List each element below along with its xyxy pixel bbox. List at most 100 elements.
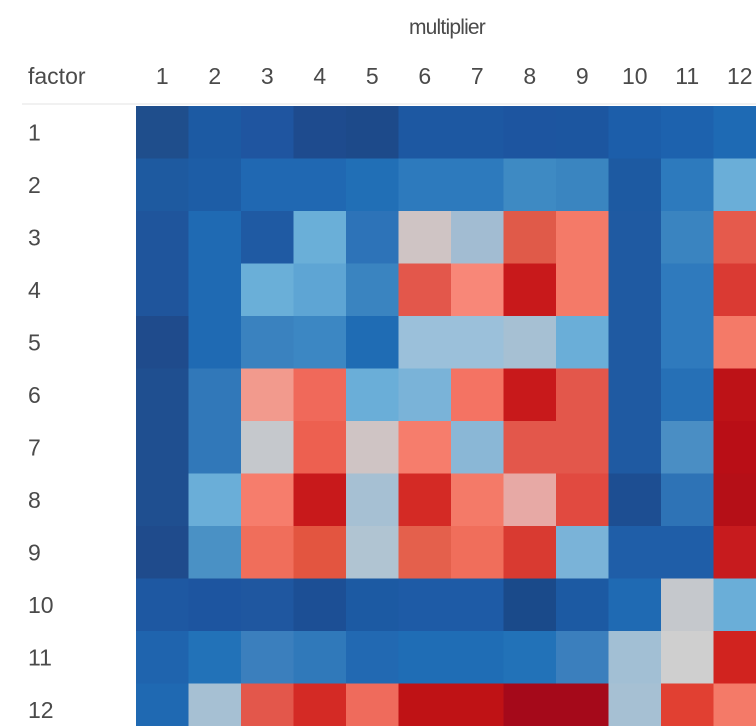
heatmap-cell xyxy=(713,368,756,422)
heatmap-cell xyxy=(188,368,242,422)
heatmap-cell xyxy=(293,526,347,580)
heatmap-cell xyxy=(503,158,557,212)
column-tick-label: 3 xyxy=(261,63,274,89)
heatmap-cell xyxy=(188,473,242,527)
heatmap-cell xyxy=(293,106,347,160)
heatmap-cell xyxy=(661,158,715,212)
heatmap-cell xyxy=(608,158,662,212)
heatmap-cell xyxy=(713,106,756,160)
heatmap-cell xyxy=(241,368,295,422)
heatmap-cell xyxy=(608,106,662,160)
heatmap-cell xyxy=(556,158,610,212)
heatmap-cell xyxy=(556,631,610,685)
column-tick-label: 12 xyxy=(727,63,753,89)
heatmap-cell xyxy=(188,631,242,685)
heatmap-cell xyxy=(241,263,295,317)
heatmap-cell xyxy=(346,263,400,317)
heatmap-cell xyxy=(136,263,190,317)
heatmap-cell xyxy=(136,526,190,580)
heatmap-cell xyxy=(451,368,505,422)
heatmap-cell xyxy=(241,526,295,580)
heatmap-cell xyxy=(293,211,347,265)
heatmap-cell xyxy=(713,526,756,580)
row-axis-title: factor xyxy=(28,63,86,89)
heatmap-cell xyxy=(713,578,756,632)
heatmap-cell xyxy=(608,578,662,632)
heatmap-cell xyxy=(661,683,715,726)
heatmap-cell xyxy=(293,683,347,726)
heatmap-cell xyxy=(713,683,756,726)
heatmap-cell xyxy=(241,683,295,726)
heatmap-cell xyxy=(661,316,715,370)
heatmap-cell xyxy=(661,106,715,160)
heatmap-cell xyxy=(661,631,715,685)
heatmap-cell xyxy=(398,263,452,317)
heatmap-cell xyxy=(398,631,452,685)
column-axis-title: multiplier xyxy=(409,16,486,39)
heatmap-cell xyxy=(188,158,242,212)
heatmap-cell xyxy=(136,473,190,527)
heatmap-cell xyxy=(556,578,610,632)
heatmap-cell xyxy=(398,473,452,527)
heatmap-cell xyxy=(608,263,662,317)
heatmap-cell xyxy=(451,683,505,726)
heatmap-cell xyxy=(398,578,452,632)
heatmap-cell xyxy=(346,526,400,580)
heatmap-cell xyxy=(608,526,662,580)
heatmap-cell xyxy=(713,263,756,317)
heatmap-cell xyxy=(136,631,190,685)
heatmap-cell xyxy=(556,368,610,422)
heatmap-cell xyxy=(398,106,452,160)
heatmap-cell xyxy=(451,526,505,580)
heatmap-cell xyxy=(398,368,452,422)
heatmap-cell xyxy=(503,316,557,370)
heatmap-cell xyxy=(346,631,400,685)
column-tick-label: 10 xyxy=(622,63,648,89)
heatmap-cell xyxy=(293,631,347,685)
heatmap-cell xyxy=(188,526,242,580)
heatmap-cell xyxy=(608,316,662,370)
heatmap-cell xyxy=(188,316,242,370)
heatmap-cell xyxy=(661,368,715,422)
column-tick-label: 11 xyxy=(675,63,699,89)
heatmap-cell xyxy=(188,263,242,317)
heatmap-cell xyxy=(346,473,400,527)
column-tick-label: 6 xyxy=(418,63,431,89)
heatmap-cell xyxy=(346,421,400,475)
heatmap-cell xyxy=(293,473,347,527)
heatmap-cell xyxy=(451,211,505,265)
heatmap-cell xyxy=(398,421,452,475)
heatmap-cell xyxy=(136,368,190,422)
heatmap-cell xyxy=(346,106,400,160)
heatmap-cell xyxy=(608,683,662,726)
row-tick-label: 9 xyxy=(28,539,41,565)
heatmap-cell xyxy=(556,473,610,527)
heatmap-cell xyxy=(713,158,756,212)
heatmap-cell xyxy=(398,158,452,212)
heatmap-cell xyxy=(451,106,505,160)
row-tick-label: 11 xyxy=(28,644,52,670)
row-tick-label: 10 xyxy=(28,592,54,618)
heatmap-cell xyxy=(661,263,715,317)
row-tick-label: 1 xyxy=(28,119,41,145)
row-tick-label: 8 xyxy=(28,487,41,513)
heatmap-cell xyxy=(136,106,190,160)
column-tick-label: 9 xyxy=(576,63,589,89)
heatmap-cell xyxy=(503,211,557,265)
heatmap-cell xyxy=(608,211,662,265)
heatmap-cell xyxy=(451,263,505,317)
heatmap-cell xyxy=(346,211,400,265)
heatmap-cell xyxy=(136,683,190,726)
heatmap-cell xyxy=(188,421,242,475)
heatmap-cell xyxy=(136,316,190,370)
column-tick-label: 4 xyxy=(313,63,326,89)
heatmap-cell xyxy=(608,473,662,527)
heatmap-cell xyxy=(188,683,242,726)
row-tick-label: 4 xyxy=(28,277,41,303)
heatmap-cell xyxy=(451,631,505,685)
heatmap-cell xyxy=(556,421,610,475)
row-tick-label: 7 xyxy=(28,434,41,460)
heatmap-cell xyxy=(661,473,715,527)
heatmap-cell xyxy=(661,578,715,632)
